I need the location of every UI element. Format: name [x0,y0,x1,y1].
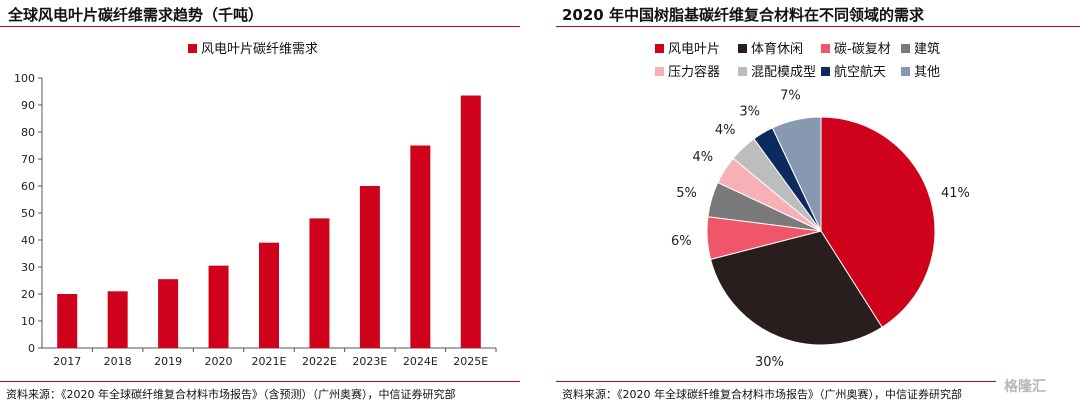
y-tick-label: 100 [14,72,35,85]
y-tick-label: 0 [28,342,35,355]
left-chart-panel: 全球风电叶片碳纤维需求趋势（千吨） 0 10 20 30 40 50 60 70 80 90 100… [0,0,528,405]
legend-label: 航空航天 [834,64,886,80]
bar-legend: 风电叶片碳纤维需求 [188,42,318,57]
right-chart-panel: 2020 年中国树脂基碳纤维复合材料在不同领域的需求 风电叶片 体育休闲 碳-碳复材… [556,0,1080,405]
bar [158,279,179,348]
bar [208,265,229,348]
y-tick-label: 30 [21,261,35,274]
legend-label: 其他 [914,65,940,80]
bar-chart: 0 10 20 30 40 50 60 70 80 90 100 2017 2018 2019 2020 20… [14,42,497,368]
y-tick-label: 50 [21,207,35,220]
y-tick-label: 20 [21,288,35,301]
bar [107,291,128,348]
legend-swatch [188,44,197,53]
bar [410,145,431,348]
right-chart-title: 2020 年中国树脂基碳纤维复合材料在不同领域的需求 [562,6,924,24]
bar [259,242,279,348]
legend-label: 压力容器 [668,64,720,80]
x-tick-label: 2020 [205,355,233,368]
pie-data-label: 41% [941,186,970,201]
y-tick-label: 10 [21,315,35,328]
legend-label: 风电叶片碳纤维需求 [201,42,318,57]
y-tick-label: 70 [21,153,35,166]
y-tick-label: 40 [21,234,35,247]
legend-label: 混配模成型 [751,65,816,80]
pie-data-label: 3% [739,104,760,119]
pie-slice [709,230,883,346]
y-tick-label: 80 [21,126,35,139]
left-chart-title: 全球风电叶片碳纤维需求趋势（千吨） [8,6,264,24]
legend-label: 建筑 [914,41,940,57]
bar [359,186,380,348]
right-title-rule [556,26,1080,27]
pie-data-label: 5% [676,186,697,201]
bar [309,218,330,348]
legend-swatch [655,44,664,53]
pie-data-label: 30% [755,355,784,370]
x-tick-label: 2024E [403,355,438,368]
pie-data-label: 4% [692,150,713,165]
x-tick-label: 2023E [352,355,387,368]
bar [57,294,78,348]
left-source-note: 资料来源：《2020 年全球碳纤维复合材料市场报告》（含预测）（广州奥赛），中信… [6,388,456,401]
legend-swatch [738,44,747,53]
legend-label: 碳-碳复材 [834,42,891,57]
legend-swatch [901,44,910,53]
legend-swatch [821,44,830,53]
x-tick-label: 2018 [104,355,132,368]
legend-swatch [901,67,910,76]
y-tick-label: 60 [21,180,35,193]
x-tick-label: 2021E [252,355,287,368]
left-title-rule [0,26,520,27]
x-tick-label: 2017 [53,355,81,368]
legend-label: 风电叶片 [668,42,720,57]
x-tick-label: 2019 [154,355,182,368]
pie-slice [771,116,822,232]
x-tick-label: 2022E [302,355,337,368]
right-source-rule [556,381,996,382]
watermark-logo: 格隆汇 [1004,379,1046,395]
pie-slice [820,116,936,328]
left-source-rule [0,381,520,382]
x-tick-label: 2025E [453,355,488,368]
pie-data-label: 7% [780,88,801,103]
pie-data-label: 4% [715,123,736,138]
bar [460,95,481,348]
pie-data-label: 6% [671,234,692,249]
right-source-note: 资料来源：《2020 年全球碳纤维复合材料市场报告》（广州奥赛），中信证券研究部 [562,388,962,401]
legend-swatch [821,67,830,76]
legend-swatch [655,67,664,76]
y-tick-label: 90 [21,99,35,112]
legend-label: 体育休闲 [751,41,803,57]
legend-swatch [738,67,747,76]
